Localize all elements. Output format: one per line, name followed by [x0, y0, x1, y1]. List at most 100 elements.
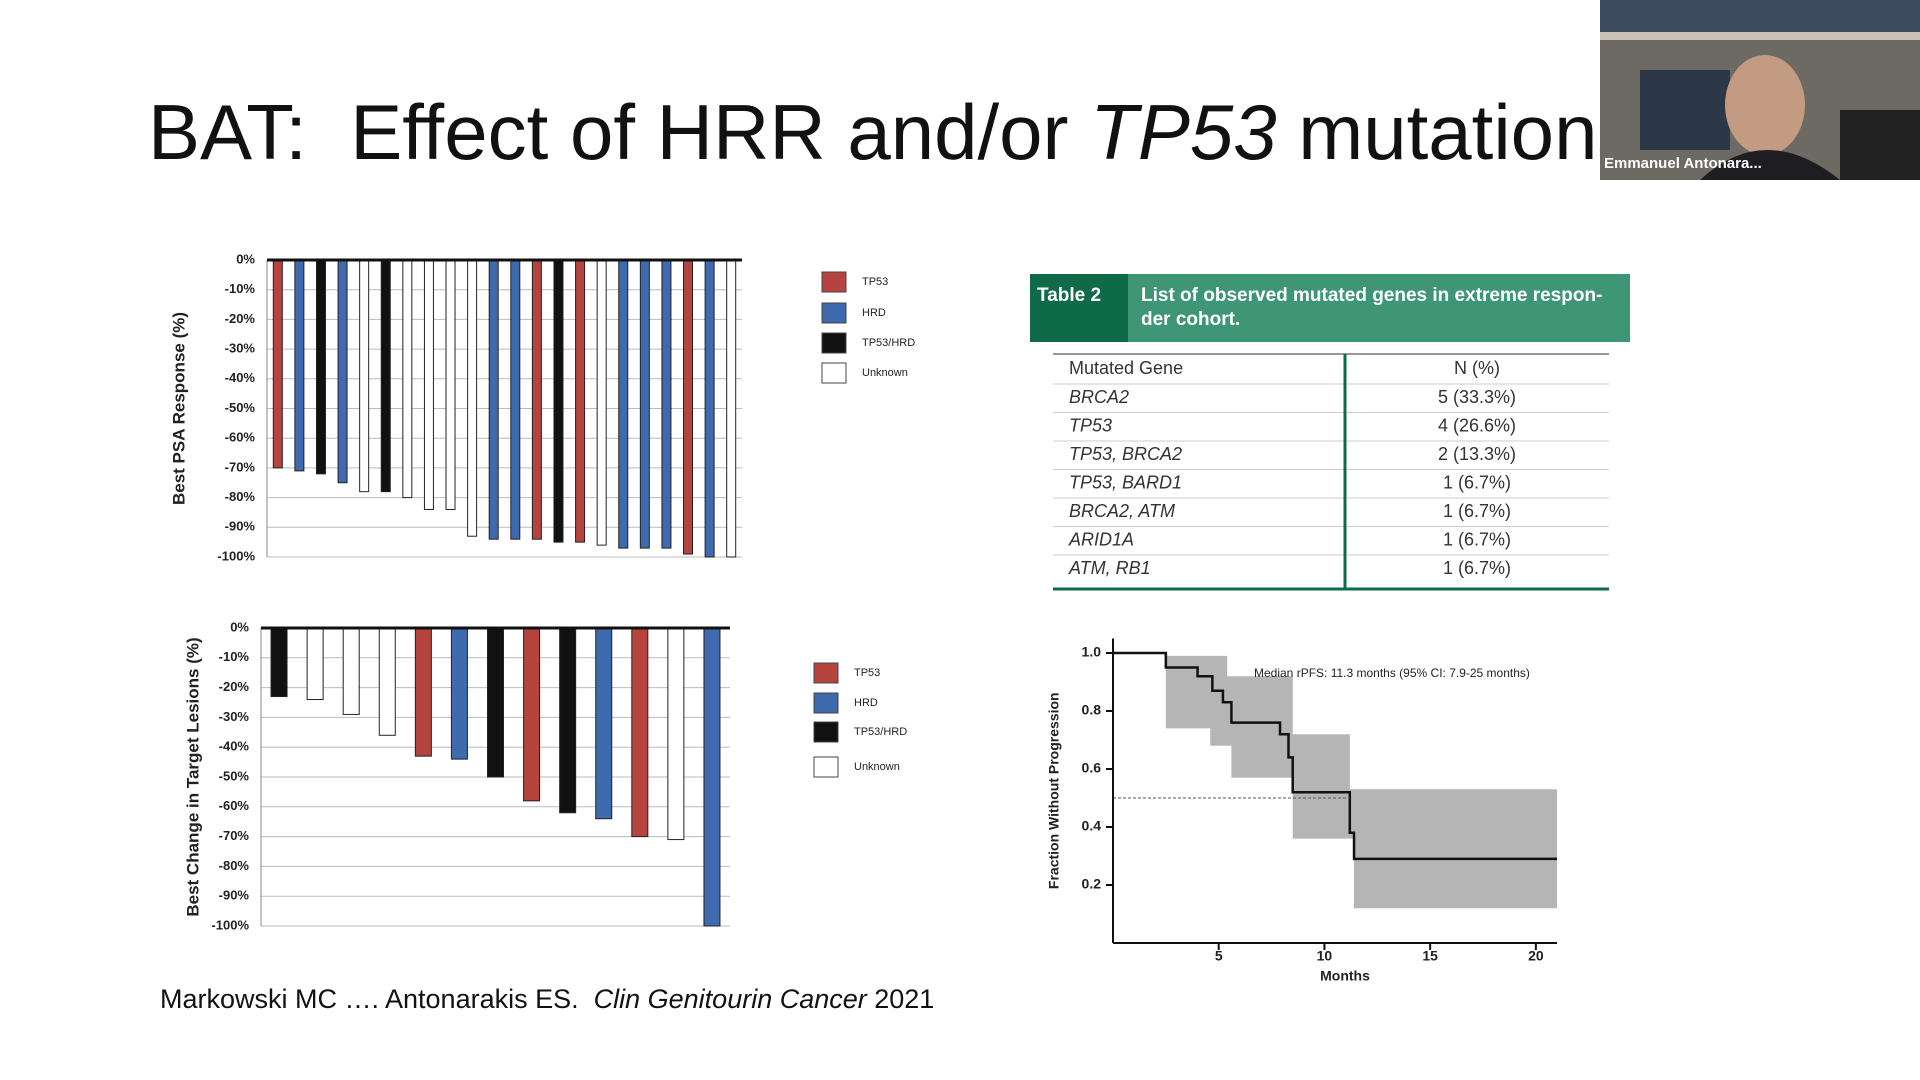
bar	[596, 259, 607, 546]
x-tick-label: 5	[1215, 948, 1223, 964]
citation-text: 2021	[867, 984, 935, 1014]
bar	[595, 627, 613, 820]
y-tick-label: -70%	[225, 459, 256, 474]
bar	[337, 259, 348, 484]
y-tick-label: 0.2	[1082, 876, 1102, 892]
gene-cell: ATM, RB1	[1068, 558, 1151, 578]
survival-curve	[1113, 651, 1557, 861]
bar	[704, 259, 715, 558]
cabinet	[1640, 70, 1730, 150]
column-header: Mutated Gene	[1069, 358, 1183, 378]
legend-label: Unknown	[862, 367, 908, 379]
gene-cell: TP53, BRCA2	[1069, 444, 1182, 464]
y-tick-label: -90%	[225, 519, 256, 534]
y-tick-label: -30%	[225, 341, 256, 356]
bar	[553, 259, 564, 543]
bar	[488, 259, 499, 540]
bar	[414, 627, 432, 757]
count-cell: 1 (6.7%)	[1443, 472, 1511, 492]
video-thumbnail: Emmanuel Antonara...	[1600, 0, 1920, 180]
legend-swatch	[821, 302, 847, 324]
gene-cell: ARID1A	[1068, 529, 1134, 549]
column-header: N (%)	[1454, 358, 1500, 378]
table-label: Table 2	[1037, 285, 1101, 306]
y-tick-label: -30%	[219, 709, 250, 724]
y-tick-label: -50%	[225, 400, 256, 415]
count-cell: 1 (6.7%)	[1443, 529, 1511, 549]
y-tick-label: -70%	[219, 828, 250, 843]
title-text: mutations	[1277, 88, 1637, 176]
title-text: TP53	[1090, 88, 1276, 176]
bar	[510, 259, 521, 540]
title-text: BAT: Effect of HRR and/or	[148, 88, 1090, 176]
bar	[467, 259, 478, 537]
participant-name: Emmanuel Antonara...	[1604, 155, 1762, 172]
annotation: Median rPFS: 11.3 months (95% CI: 7.9-25…	[1254, 666, 1530, 680]
gene-cell: TP53, BARD1	[1069, 472, 1182, 492]
bar	[315, 259, 326, 475]
bar	[306, 627, 324, 701]
face	[1725, 55, 1805, 155]
y-tick-label: -90%	[219, 888, 250, 903]
bar	[575, 259, 586, 543]
table-header-bg	[1030, 274, 1630, 342]
y-tick-label: -80%	[225, 489, 256, 504]
bar	[559, 627, 577, 814]
legend-label: TP53/HRD	[854, 726, 907, 738]
bar	[378, 627, 396, 736]
legend-label: TP53	[862, 276, 888, 288]
count-cell: 5 (33.3%)	[1438, 387, 1516, 407]
y-tick-label: 0%	[230, 619, 249, 634]
x-tick-label: 20	[1528, 948, 1544, 964]
table: Table 2 List of observed mutated genes i…	[1030, 274, 1630, 591]
x-tick-label: 10	[1317, 948, 1333, 964]
count-cell: 1 (6.7%)	[1443, 501, 1511, 521]
chair	[1840, 110, 1920, 180]
y-tick-label: -100%	[217, 548, 255, 563]
bar	[618, 259, 629, 549]
table-label-bg	[1030, 274, 1128, 342]
bar	[726, 259, 737, 558]
table-caption: List of observed mutated genes in extrem…	[1141, 285, 1602, 306]
y-tick-label: -100%	[211, 917, 249, 932]
bar	[445, 259, 456, 510]
bar	[342, 627, 360, 715]
y-tick-label: -10%	[225, 281, 256, 296]
bar	[487, 627, 504, 778]
y-tick-label: -10%	[219, 649, 250, 664]
bar	[272, 259, 283, 469]
bar	[661, 259, 672, 549]
count-cell: 1 (6.7%)	[1443, 558, 1511, 578]
y-tick-label: -20%	[219, 679, 250, 694]
y-tick-label: -60%	[219, 798, 250, 813]
table-caption: der cohort.	[1141, 309, 1240, 330]
bar	[270, 627, 288, 698]
gene-cell: BRCA2, ATM	[1069, 501, 1175, 521]
y-axis-title: Best PSA Response (%)	[169, 312, 188, 505]
citation-text: Markowski MC …. Antonarakis ES.	[160, 984, 594, 1014]
count-cell: 2 (13.3%)	[1438, 444, 1516, 464]
legend-swatch	[813, 662, 839, 684]
legend-label: TP53/HRD	[862, 337, 915, 349]
bar	[402, 259, 413, 499]
y-tick-label: 0.8	[1082, 702, 1102, 718]
y-tick-label: 0.6	[1082, 760, 1102, 776]
legend-label: HRD	[862, 307, 886, 319]
confidence-band	[1165, 655, 1557, 909]
legend-label: TP53	[854, 667, 880, 679]
count-cell: 4 (26.6%)	[1438, 415, 1516, 435]
gene-cell: BRCA2	[1069, 387, 1129, 407]
shelf	[1600, 32, 1920, 40]
bar	[294, 259, 305, 472]
slide-title: BAT: Effect of HRR and/or TP53 mutations	[148, 88, 1636, 176]
y-tick-label: -50%	[219, 768, 250, 783]
bar	[667, 627, 685, 841]
y-tick-label: 1.0	[1082, 644, 1102, 660]
y-axis-title: Best Change in Target Lesions (%)	[183, 637, 202, 916]
bar	[523, 627, 541, 802]
bar	[359, 259, 370, 493]
y-tick-label: 0%	[236, 251, 255, 266]
y-tick-label: -60%	[225, 430, 256, 445]
